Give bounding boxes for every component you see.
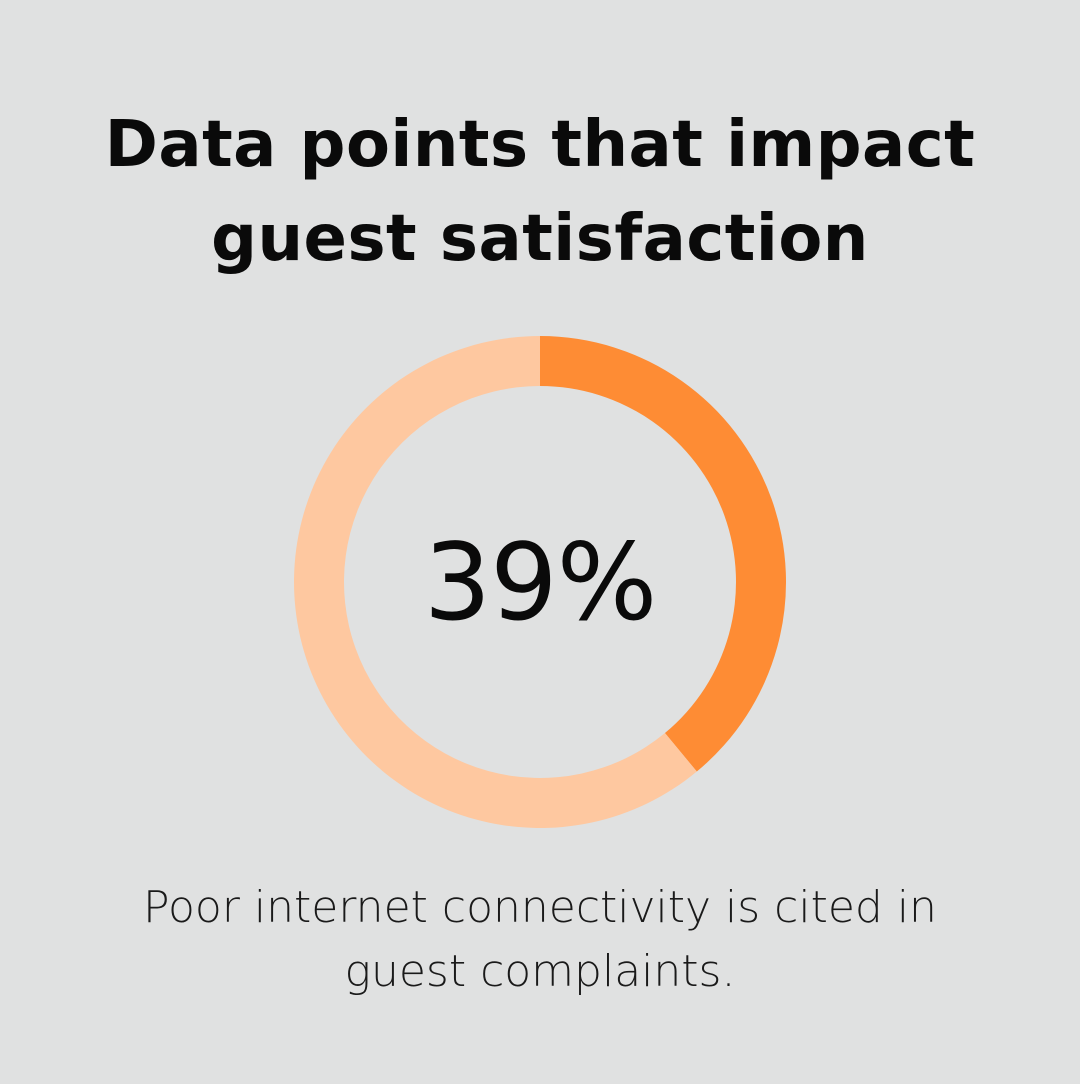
donut-chart-svg xyxy=(294,336,786,828)
donut-slice-highlight xyxy=(540,336,786,772)
title-line-2: guest satisfaction xyxy=(211,202,869,276)
title-line-1: Data points that impact xyxy=(104,108,976,182)
donut-slice-remainder xyxy=(294,336,697,828)
chart-caption: Poor internet connectivity is cited in g… xyxy=(143,882,937,997)
page-title: Data points that impact guest satisfacti… xyxy=(0,98,1080,286)
donut-chart: 39% xyxy=(294,336,786,828)
donut-center-value: 39% xyxy=(423,520,658,644)
